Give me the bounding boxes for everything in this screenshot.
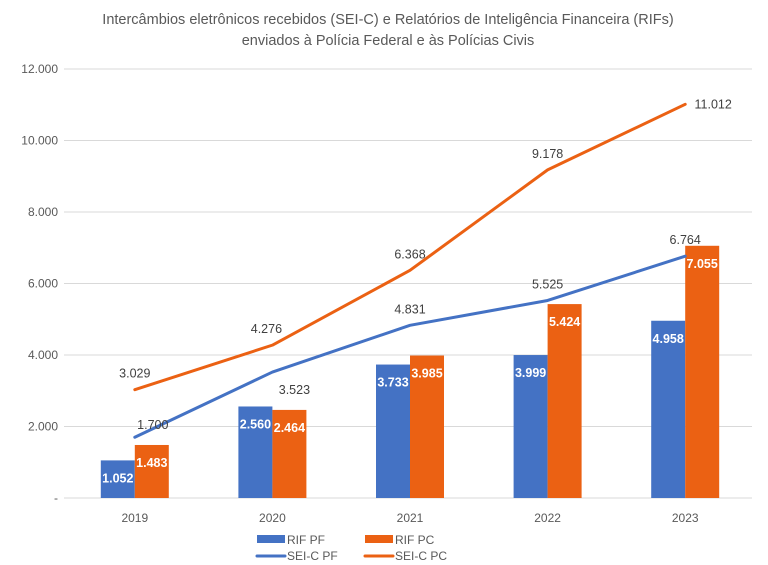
bar-rif-pc bbox=[410, 355, 444, 498]
chart-title-line-2: enviados à Polícia Federal e às Polícias… bbox=[242, 33, 535, 49]
bar-data-label: 5.424 bbox=[549, 315, 580, 329]
legend: RIF PF RIF PC SEI-C PF SEI-C PC bbox=[255, 533, 447, 563]
bar-data-label: 1.483 bbox=[136, 456, 167, 470]
bar-rif-pf bbox=[238, 406, 273, 498]
legend-label: SEI-C PC bbox=[395, 549, 447, 563]
line-sei-c-pc bbox=[133, 102, 687, 392]
x-axis-tick-labels: 2019 2020 2021 2022 2023 bbox=[121, 511, 698, 525]
line-data-label: 5.525 bbox=[532, 277, 563, 291]
bar-data-label: 7.055 bbox=[687, 257, 718, 271]
bar-rif-pc bbox=[272, 409, 307, 498]
bar-data-label: 1.052 bbox=[102, 471, 133, 485]
x-tick-label: 2022 bbox=[534, 511, 561, 525]
y-tick-label: 10.000 bbox=[21, 134, 58, 148]
chart-title-line-1: Intercâmbios eletrônicos recebidos (SEI-… bbox=[102, 12, 673, 28]
line-data-label: 6.764 bbox=[670, 233, 701, 247]
lines: 1.700 3.523 4.831 5.525 6.764 3.029 4.276 6.368… bbox=[119, 97, 732, 439]
line-data-label: 4.831 bbox=[394, 302, 425, 316]
line-sei-c-pf bbox=[133, 254, 687, 439]
y-tick-label: 2.000 bbox=[28, 420, 58, 434]
line-data-label: 11.012 bbox=[695, 97, 732, 111]
chart-title: Intercâmbios eletrônicos recebidos (SEI-… bbox=[102, 12, 673, 49]
line-data-label: 4.276 bbox=[251, 322, 282, 336]
bar-rif-pc bbox=[547, 304, 582, 498]
bar-data-label: 2.464 bbox=[274, 421, 305, 435]
x-tick-label: 2021 bbox=[397, 511, 424, 525]
legend-swatch bbox=[257, 535, 285, 543]
line-data-label: 9.178 bbox=[532, 147, 563, 161]
x-tick-label: 2020 bbox=[259, 511, 286, 525]
bar-data-label: 2.560 bbox=[240, 417, 271, 431]
legend-label: RIF PC bbox=[395, 533, 435, 547]
bar-data-label: 3.999 bbox=[515, 366, 546, 380]
line-data-label: 6.368 bbox=[394, 247, 425, 261]
x-tick-label: 2023 bbox=[672, 511, 699, 525]
legend-label: SEI-C PF bbox=[287, 549, 338, 563]
bar-rif-pf bbox=[376, 364, 410, 498]
y-tick-label: 6.000 bbox=[28, 277, 58, 291]
x-tick-label: 2019 bbox=[121, 511, 148, 525]
bar-rif-pf bbox=[100, 460, 135, 498]
bar-data-label: 4.958 bbox=[653, 332, 684, 346]
bar-data-label: 3.733 bbox=[377, 376, 408, 390]
y-tick-label: 8.000 bbox=[28, 205, 58, 219]
gridlines bbox=[64, 68, 752, 499]
y-tick-label: 12.000 bbox=[21, 62, 58, 76]
y-axis-tick-labels: - 2.000 4.000 6.000 8.000 10.000 12.000 bbox=[21, 62, 58, 505]
legend-swatch bbox=[365, 535, 393, 543]
bar-data-label: 3.985 bbox=[411, 367, 442, 381]
line-data-label: 1.700 bbox=[137, 418, 168, 432]
line-data-label: 3.523 bbox=[279, 383, 310, 397]
bar-rif-pf bbox=[651, 320, 686, 498]
bar-rif-pf bbox=[513, 355, 548, 498]
bars: 1.052 2.560 3.733 3.999 4.958 1.483 2.464 3.985… bbox=[100, 245, 720, 498]
y-tick-label: - bbox=[54, 491, 58, 505]
legend-label: RIF PF bbox=[287, 533, 325, 547]
y-tick-label: 4.000 bbox=[28, 348, 58, 362]
line-data-label: 3.029 bbox=[119, 367, 150, 381]
bar-rif-pc bbox=[685, 245, 720, 498]
bar-rif-pc bbox=[134, 444, 169, 498]
